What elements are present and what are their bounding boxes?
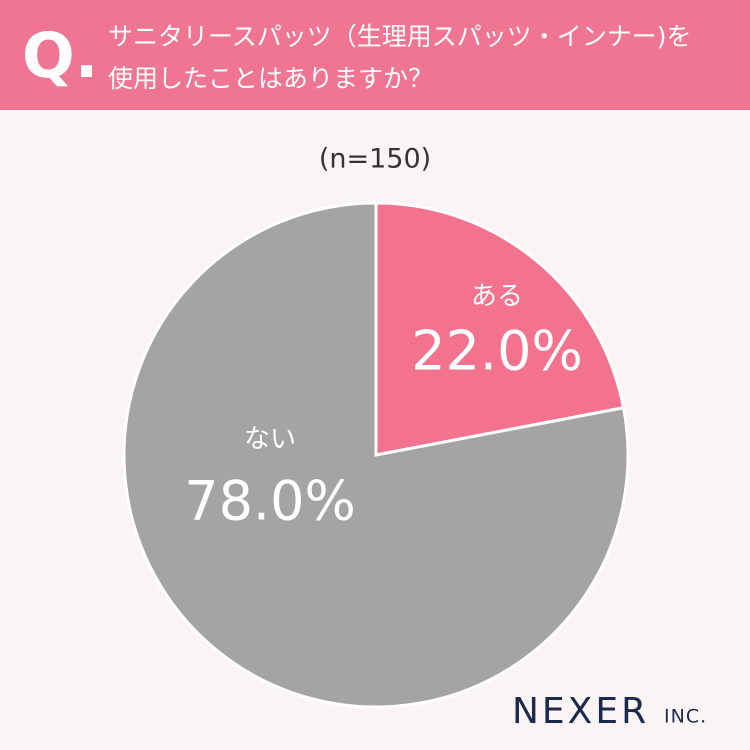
pie-slice [122, 201, 630, 709]
slice-value-label: 78.0% [184, 470, 356, 533]
title-line: 使用したことはありますか？ [108, 64, 433, 93]
slice-category: ある [471, 282, 523, 312]
subtitle: (n=150) [319, 144, 431, 175]
slice-category: ない [244, 425, 296, 455]
pie: ある 22.0% ない 78.0% [122, 201, 630, 709]
title-line: サニタリースパッツ（生理用スパッツ・インナー)を [108, 22, 692, 51]
pie-slice [374, 201, 626, 457]
slice-value-label: 22.0% [411, 320, 583, 383]
logo-suffix: INC. [664, 706, 707, 728]
question-mark: Q. [22, 19, 98, 92]
header-band [0, 0, 750, 110]
logo-name: NEXER [512, 691, 649, 732]
